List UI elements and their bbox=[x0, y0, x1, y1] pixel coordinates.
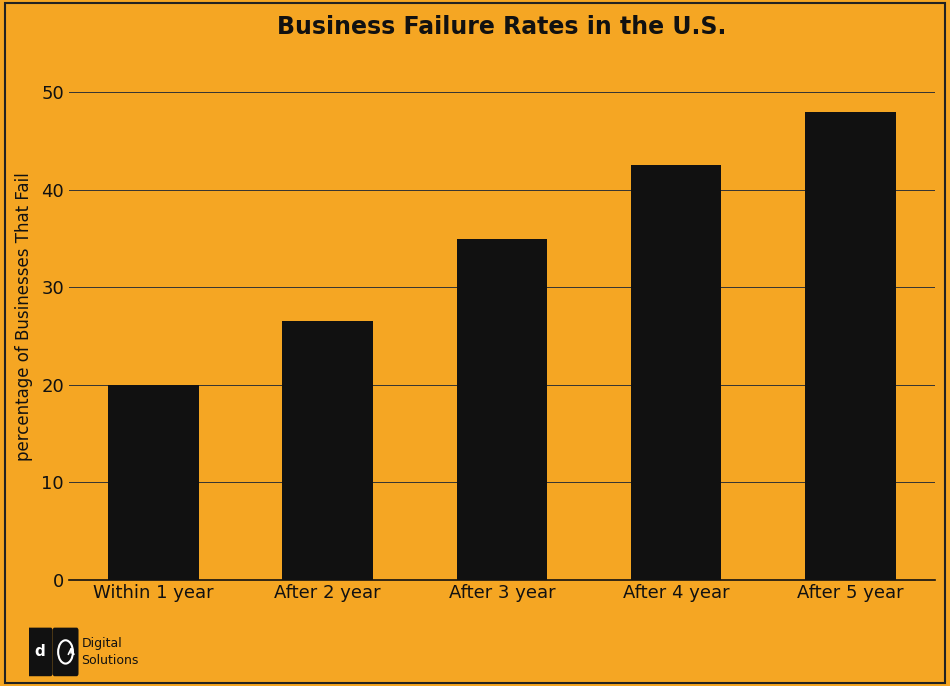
Text: d: d bbox=[34, 644, 45, 659]
Bar bbox=[631, 165, 721, 580]
Text: Digital
Solutions: Digital Solutions bbox=[82, 637, 139, 667]
Bar bbox=[282, 321, 373, 580]
Title: Business Failure Rates in the U.S.: Business Failure Rates in the U.S. bbox=[277, 15, 727, 39]
Bar bbox=[805, 112, 896, 580]
Bar bbox=[108, 385, 199, 580]
Y-axis label: percentage of Businesses That Fail: percentage of Businesses That Fail bbox=[15, 172, 33, 461]
Bar bbox=[457, 239, 547, 580]
FancyBboxPatch shape bbox=[27, 628, 52, 676]
FancyBboxPatch shape bbox=[52, 628, 79, 676]
